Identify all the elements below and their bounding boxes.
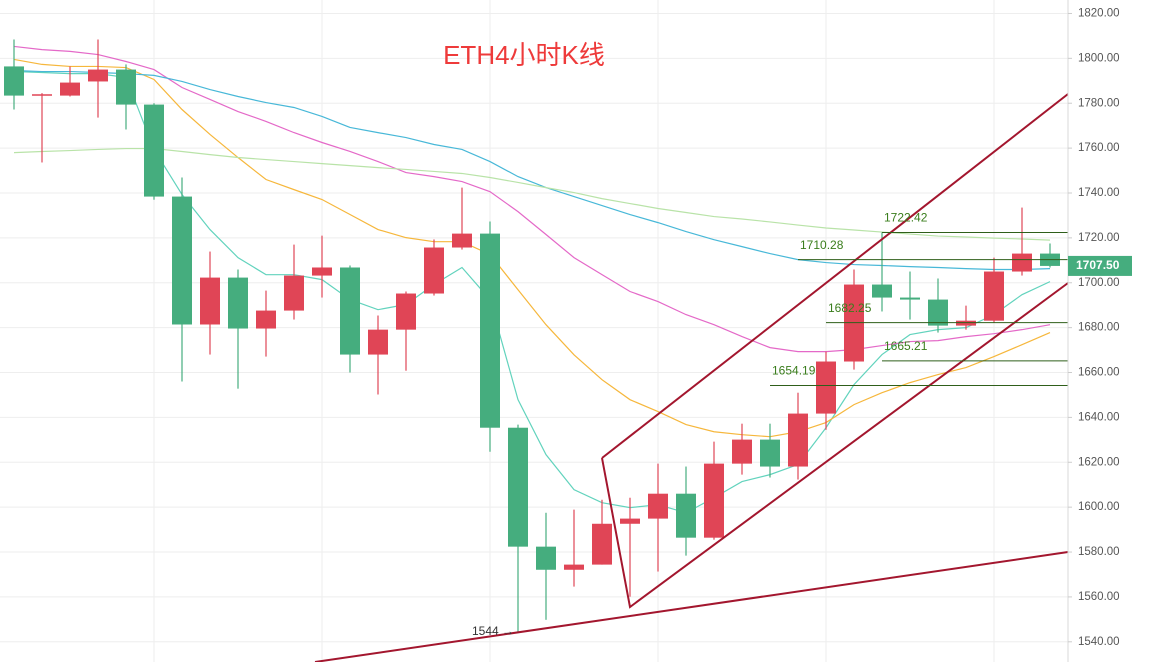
candle-body: [340, 267, 360, 355]
y-tick-label: 1700.00: [1078, 277, 1120, 289]
y-tick-label: 1580.00: [1078, 546, 1120, 558]
y-tick-label: 1780.00: [1078, 97, 1120, 109]
trend-line: [314, 551, 1069, 662]
candle-body: [172, 196, 192, 325]
candle-body: [984, 271, 1004, 321]
candle-body: [1012, 253, 1032, 272]
candle-body: [424, 247, 444, 294]
moving-average: [13, 70, 1051, 514]
y-tick-label: 1620.00: [1078, 456, 1120, 468]
candle-body: [4, 66, 24, 96]
y-tick-label: 1740.00: [1078, 187, 1120, 199]
level-label: 1654.19: [772, 364, 816, 378]
chart-title: ETH4小时K线: [443, 40, 605, 70]
y-tick-label: 1760.00: [1078, 142, 1120, 154]
candle-body: [732, 439, 752, 464]
low-marker: 1544 →: [472, 624, 514, 638]
candle-body: [312, 267, 332, 276]
candle-body: [200, 277, 220, 325]
trend-line: [601, 93, 1069, 459]
y-tick-label: 1560.00: [1078, 591, 1120, 603]
candles: [4, 39, 1060, 632]
y-tick-label: 1820.00: [1078, 7, 1120, 19]
candle-body: [452, 233, 472, 248]
moving-average: [13, 45, 1051, 353]
candle-body: [60, 82, 80, 96]
candle-body: [228, 277, 248, 329]
last-price-label: 1707.50: [1076, 258, 1120, 272]
candle-body: [648, 493, 668, 519]
candle-body: [480, 233, 500, 428]
y-tick-label: 1720.00: [1078, 232, 1120, 244]
annotations: 1722.42 1710.28 1682.25 1665.21 1654.19 1544 …: [472, 211, 1068, 638]
candle-body: [284, 275, 304, 311]
candle-body: [508, 427, 528, 547]
candle-body: [88, 69, 108, 82]
candle-body: [536, 546, 556, 570]
candle-body: [788, 413, 808, 467]
candle-body: [928, 299, 948, 326]
y-tick-label: 1680.00: [1078, 322, 1120, 334]
moving-averages: [13, 45, 1051, 514]
candle-body: [564, 564, 584, 570]
candle-body: [116, 69, 136, 105]
moving-average: [13, 147, 1051, 241]
candle-body: [396, 293, 416, 330]
candle-body: [704, 463, 724, 538]
moving-average: [13, 69, 1051, 271]
level-label: 1710.28: [800, 238, 844, 252]
y-tick-label: 1540.00: [1078, 636, 1120, 648]
grid: [0, 0, 1068, 662]
moving-average: [13, 58, 1051, 438]
level-label: 1722.42: [884, 211, 928, 225]
candle-body: [760, 439, 780, 467]
candle-body: [592, 523, 612, 565]
candle-body: [872, 284, 892, 298]
y-tick-label: 1660.00: [1078, 367, 1120, 379]
y-tick-label: 1640.00: [1078, 411, 1120, 423]
y-axis: 1540.00 1560.00 1580.00 1600.00 1620.00 1640.…: [1068, 7, 1132, 648]
y-tick-label: 1800.00: [1078, 52, 1120, 64]
candle-body: [676, 493, 696, 538]
candle-body: [956, 320, 976, 326]
y-tick-label: 1600.00: [1078, 501, 1120, 513]
candle-body: [32, 94, 52, 96]
level-label: 1665.21: [884, 339, 928, 353]
candle-body: [256, 310, 276, 329]
candle-body: [620, 518, 640, 524]
last-price-tag: [1068, 255, 1132, 276]
level-label: 1682.25: [828, 301, 872, 315]
trend-line: [601, 282, 1069, 609]
trend-lines: [314, 93, 1069, 662]
candle-body: [816, 361, 836, 414]
candle-body: [900, 297, 920, 300]
candle-body: [144, 104, 164, 197]
candle-body: [368, 329, 388, 355]
